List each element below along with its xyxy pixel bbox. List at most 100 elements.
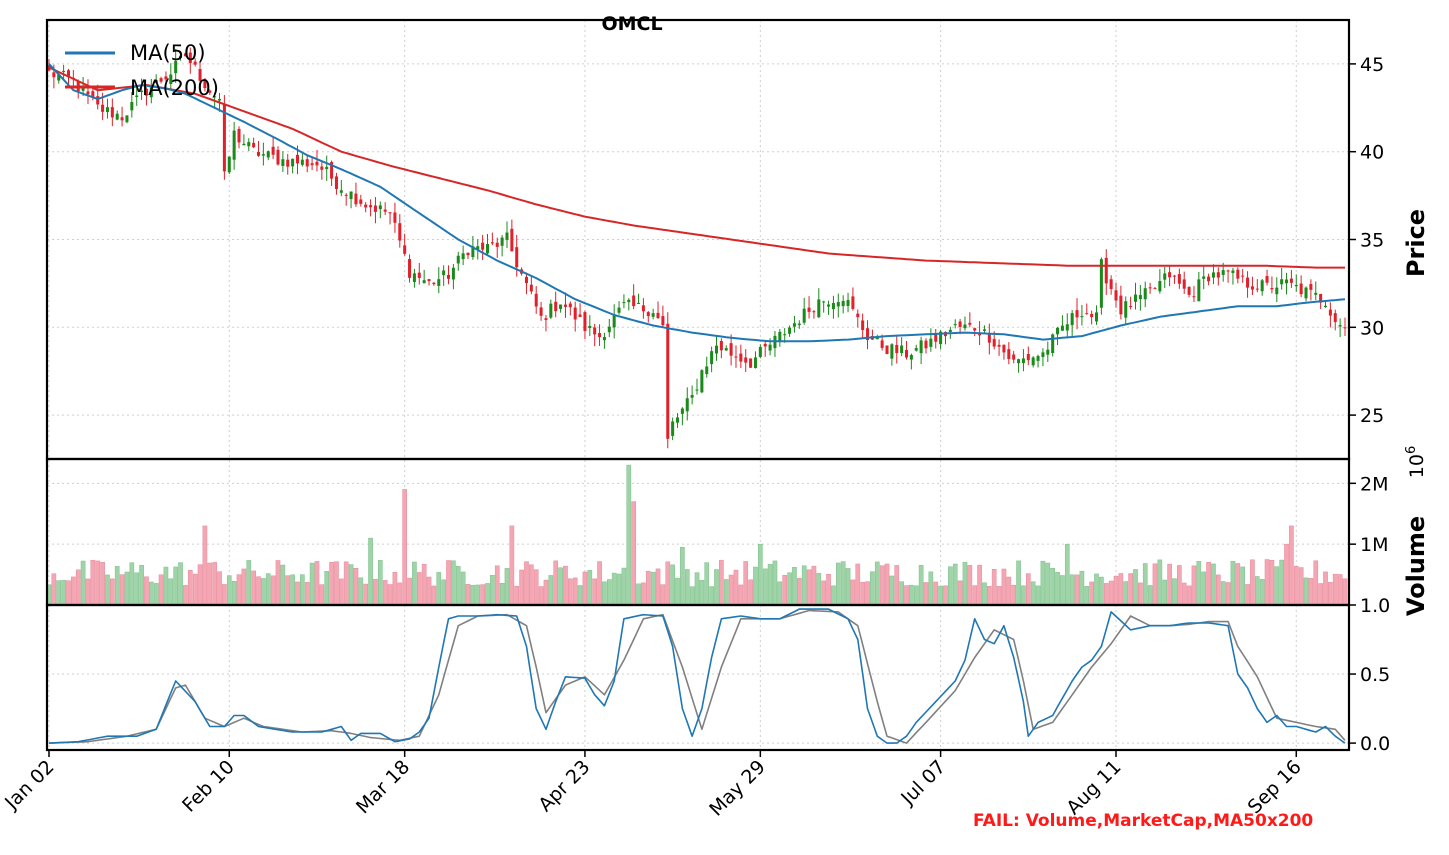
candle-body — [680, 408, 684, 414]
volume-bar — [431, 585, 437, 606]
volume-bar — [538, 586, 544, 606]
candle-body — [461, 253, 465, 260]
price-tick-label: 30 — [1360, 317, 1384, 339]
panel-frames — [45, 18, 1351, 752]
volume-bar — [1050, 567, 1055, 606]
candle-body — [1168, 272, 1172, 278]
volume-bar — [991, 568, 997, 606]
candle-body — [1138, 294, 1142, 300]
candle-body — [320, 166, 324, 170]
volume-bar — [1040, 560, 1046, 606]
volume-bar — [114, 566, 120, 606]
volume-bar — [650, 571, 656, 606]
candle-body — [281, 159, 285, 166]
volume-bar — [1342, 578, 1348, 606]
volume-bar — [377, 560, 383, 606]
candle-body — [466, 252, 470, 256]
volume-bar — [943, 585, 948, 606]
candle-body — [1285, 279, 1289, 284]
candle-body — [1207, 276, 1211, 282]
candle-body — [339, 190, 343, 193]
grid-lines — [47, 20, 1349, 750]
volume-bar — [1259, 579, 1265, 606]
volume-bar — [743, 561, 749, 606]
volume-bar — [421, 564, 427, 606]
volume-bar — [202, 525, 208, 606]
volume-bar — [894, 565, 900, 606]
candle-body — [437, 279, 441, 286]
volume-bar — [90, 559, 96, 606]
volume-bar — [519, 569, 524, 606]
volume-bar — [480, 584, 485, 606]
candle-body — [768, 344, 772, 351]
candle-body — [1163, 273, 1167, 280]
candle-body — [427, 279, 431, 282]
volume-bar — [392, 572, 398, 606]
volume-bar — [251, 570, 256, 606]
volume-bar — [1269, 559, 1275, 606]
volume-bar — [582, 571, 588, 606]
volume-bar — [80, 560, 86, 606]
candle-body — [398, 223, 402, 241]
candle-body — [524, 276, 528, 284]
candle-body — [1060, 325, 1064, 331]
candle-body — [149, 87, 153, 98]
candle-body — [369, 205, 373, 208]
volume-bar — [1064, 543, 1070, 606]
volume-bar — [397, 582, 403, 606]
volume-bar — [967, 565, 973, 606]
x-tick-label: Mar 18 — [352, 756, 414, 818]
volume-bar — [1225, 582, 1231, 606]
volume-bar — [1089, 581, 1094, 606]
volume-bar — [353, 568, 359, 606]
volume-bar — [231, 581, 237, 606]
volume-bar — [110, 578, 115, 606]
candle-body — [183, 53, 187, 57]
volume-bar — [972, 585, 978, 606]
candle-body — [1309, 284, 1313, 290]
volume-bar — [197, 564, 203, 606]
candle-body — [929, 338, 933, 347]
volume-bar — [1103, 583, 1109, 606]
candle-body — [481, 242, 485, 250]
candle-body — [242, 143, 246, 146]
volume-bar — [553, 560, 559, 606]
volume-bar — [626, 464, 632, 606]
volume-bar — [933, 581, 939, 606]
candle-body — [822, 301, 826, 303]
volume-bar — [1084, 586, 1090, 606]
candle-body — [939, 331, 943, 345]
candle-body — [675, 417, 680, 423]
volume-tick-label: 2M — [1360, 473, 1388, 495]
candle-body — [403, 245, 407, 254]
volume-bar — [952, 563, 958, 606]
volume-bar — [767, 564, 773, 606]
candle-body — [1338, 325, 1342, 327]
candle-body — [549, 303, 553, 318]
candle-body — [705, 366, 709, 375]
candle-body — [598, 333, 602, 338]
candle-body — [1187, 286, 1191, 295]
volume-bar — [192, 573, 198, 606]
volume-bar — [1220, 581, 1226, 606]
volume-bar — [412, 561, 417, 606]
candle-body — [310, 163, 314, 166]
volume-bar — [348, 564, 354, 606]
volume-bar — [704, 562, 710, 606]
volume-bar — [694, 572, 700, 606]
candle-body — [880, 340, 884, 348]
volume-bar — [455, 566, 461, 606]
candle-body — [724, 348, 728, 351]
candle-body — [1211, 272, 1215, 278]
volume-bar — [451, 560, 456, 606]
candle-body — [719, 340, 723, 351]
volume-bar — [246, 560, 252, 606]
ma50-line — [48, 63, 1346, 343]
volume-bar — [1245, 584, 1250, 606]
volume-bar — [533, 569, 539, 606]
volume-bar — [1128, 573, 1133, 606]
volume-bar — [280, 564, 286, 606]
volume-bar — [568, 578, 573, 606]
volume-bar — [928, 571, 934, 606]
volume-bar — [860, 582, 865, 606]
